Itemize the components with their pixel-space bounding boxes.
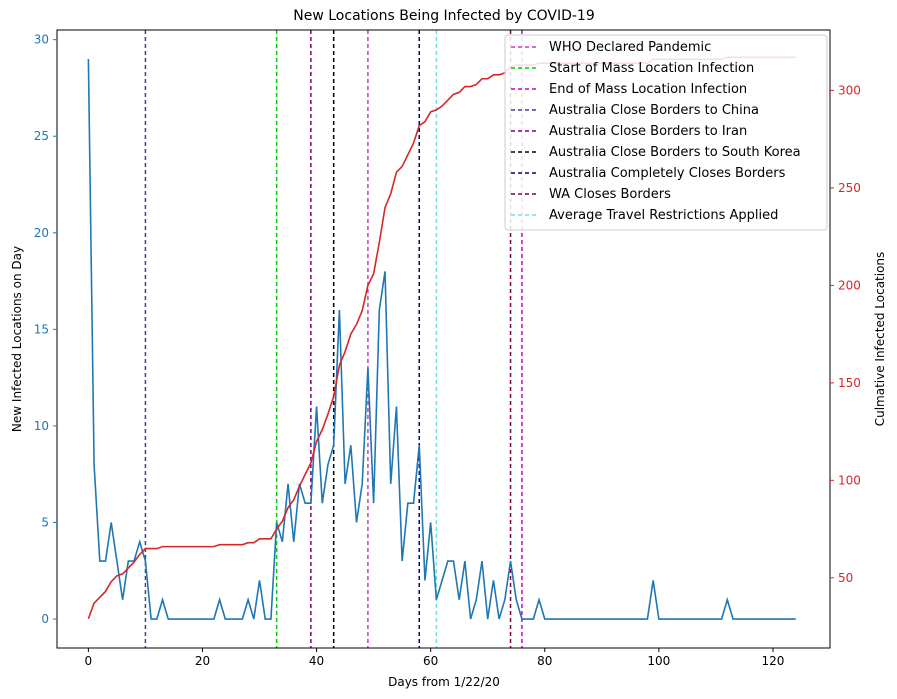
x-axis-label: Days from 1/22/20 — [388, 675, 500, 689]
x-tick-label-5: 100 — [647, 654, 670, 668]
x-tick-label-4: 80 — [537, 654, 552, 668]
legend-label-7: WA Closes Borders — [549, 187, 671, 202]
x-tick-label-1: 20 — [195, 654, 210, 668]
legend-label-4: Australia Close Borders to Iran — [549, 124, 747, 139]
y-left-tick-label-5: 25 — [34, 129, 49, 143]
legend-label-8: Average Travel Restrictions Applied — [549, 208, 778, 223]
legend-box — [504, 34, 828, 231]
y-right-tick-label-5: 300 — [838, 83, 861, 97]
x-tick-label-0: 0 — [85, 654, 93, 668]
legend: WHO Declared Pandemic Start of Mass Locat… — [504, 34, 828, 231]
legend-label-3: Australia Close Borders to China — [549, 103, 759, 118]
chart-title: New Locations Being Infected by COVID-19 — [293, 8, 594, 24]
y-right-tick-label-3: 200 — [838, 278, 861, 292]
x-tick-label-6: 120 — [761, 654, 784, 668]
legend-label-2: End of Mass Location Infection — [549, 82, 747, 97]
legend-label-6: Australia Completely Closes Borders — [549, 166, 786, 181]
legend-label-5: Australia Close Borders to South Korea — [549, 145, 801, 160]
y-right-tick-label-0: 50 — [838, 571, 853, 585]
y-left-tick-label-4: 20 — [34, 226, 49, 240]
daily-new-line — [87, 58, 796, 620]
y-left-tick-label-1: 5 — [41, 515, 49, 529]
plot-area — [87, 30, 796, 648]
legend-label-1: Start of Mass Location Infection — [549, 61, 754, 76]
y-right-tick-label-4: 250 — [838, 181, 861, 195]
x-tick-label-3: 60 — [423, 654, 438, 668]
legend-label-0: WHO Declared Pandemic — [549, 40, 711, 55]
x-tick-label-2: 40 — [309, 654, 324, 668]
y-left-tick-label-2: 10 — [34, 419, 49, 433]
y-axis-right-label: Culmative Infected Locations — [873, 252, 887, 427]
y-left-tick-label-3: 15 — [34, 322, 49, 336]
y-left-tick-label-6: 30 — [34, 33, 49, 47]
y-axis-left-label: New Infected Locations on Day — [10, 246, 24, 432]
y-right-tick-label-1: 100 — [838, 473, 861, 487]
y-right-tick-label-2: 150 — [838, 376, 861, 390]
axes-frame — [56, 29, 831, 649]
y-left-tick-label-0: 0 — [41, 612, 49, 626]
axes: 0 20 40 60 80 100 120 0 5 10 15 20 25 30 50 100 150 200 25… — [34, 29, 861, 668]
